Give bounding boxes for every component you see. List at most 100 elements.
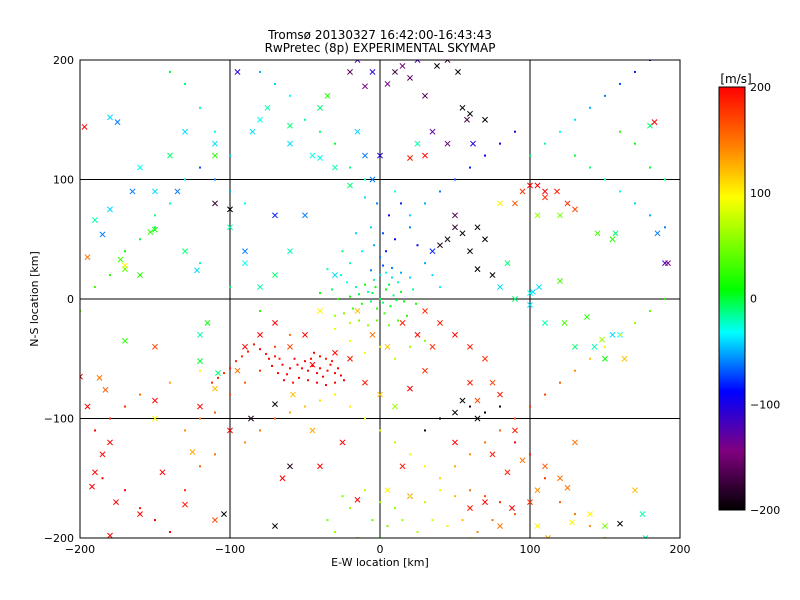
y-tick-label: 100 [53,174,74,187]
data-point-dot [244,202,246,205]
data-point-cross [257,116,263,123]
data-point-cross [545,535,551,538]
data-point-dot [184,178,186,181]
data-point-cross [204,319,211,326]
data-point-dot [604,345,606,348]
data-point-dot [199,262,201,265]
data-point-cross [287,463,293,470]
y-tick-label: −200 [44,532,74,545]
data-point-dot [469,489,471,492]
data-point-cross [84,254,91,261]
data-point-dot [415,302,417,305]
data-point-dot [364,196,366,199]
data-point-dot [235,360,237,363]
data-point-cross [309,427,316,434]
data-point-dot [253,343,255,346]
data-point-cross [527,182,533,189]
data-point-cross [452,439,458,446]
data-point-cross [317,155,323,161]
data-point-cross [422,367,428,374]
data-point-cross [257,331,263,338]
data-point-dot [211,381,213,384]
data-point-dot [385,288,387,291]
data-point-cross [89,483,95,490]
data-point-dot [301,367,303,370]
data-point-dot [259,309,261,312]
data-point-dot [379,429,381,432]
data-point-dot [649,166,651,169]
data-point-dot [304,118,306,121]
data-point-dot [395,299,398,302]
data-point-dot [394,357,396,360]
data-point-dot [382,301,384,304]
data-point-dot [394,190,396,193]
data-point-dot [358,293,360,296]
data-point-cross [122,262,128,269]
data-point-dot [484,154,486,157]
data-point-cross [452,224,458,231]
data-point-cross [234,367,241,374]
data-point-cross [309,361,316,368]
data-point-dot [385,250,387,253]
data-point-dot [664,178,666,181]
data-point-cross [437,242,443,249]
data-point-dot [364,489,366,492]
data-point-dot [304,360,306,363]
data-point-dot [341,250,344,253]
data-point-cross [542,463,548,470]
data-point-dot [326,519,329,522]
data-point-dot [376,307,378,310]
y-tick-label: 200 [53,54,74,67]
data-point-dot [199,369,201,372]
data-point-dot [400,202,402,205]
data-point-cross [182,501,188,508]
data-point-dot [499,405,501,408]
data-point-cross [572,343,578,350]
data-point-cross [197,358,203,365]
data-point-dot [259,70,261,73]
data-point-dot [307,369,309,372]
data-point-dot [244,441,246,444]
data-point-cross [414,140,421,147]
data-point-dot [401,519,404,522]
data-point-dot [469,166,471,169]
data-point-cross [362,379,368,386]
data-point-dot [424,429,426,432]
data-point-cross [81,123,88,130]
data-point-dot [619,82,621,85]
data-point-dot [343,312,345,315]
data-point-dot [461,519,464,522]
data-point-cross [362,152,368,159]
data-point-dot [403,300,405,303]
data-point-cross [384,343,391,350]
data-point-cross [347,68,353,75]
data-point-dot [634,202,636,205]
data-point-dot [349,295,351,298]
data-point-cross [554,188,560,195]
data-point-dot [329,363,332,366]
data-point-dot [376,202,378,205]
data-point-cross [482,355,488,362]
data-point-dot [604,178,606,181]
data-point-cross [384,487,391,494]
data-point-dot [292,381,294,384]
data-point-dot [619,130,621,133]
data-point-cross [212,385,218,392]
data-point-cross [542,188,548,195]
data-point-cross [369,68,376,75]
data-point-cross [339,439,346,446]
data-point-cross [152,397,158,404]
data-point-cross [287,343,293,350]
data-point-cross [392,403,398,410]
data-point-dot [383,312,386,315]
data-point-cross [257,284,263,291]
data-point-dot [574,154,576,157]
data-point-dot [286,373,288,376]
data-point-dot [319,399,321,402]
data-point-dot [334,381,336,384]
data-point-cross [248,415,254,422]
data-point-dot [334,393,336,396]
colorbar-label: [m/s] [720,72,751,86]
data-point-dot [139,238,141,241]
data-point-dot [325,357,327,360]
